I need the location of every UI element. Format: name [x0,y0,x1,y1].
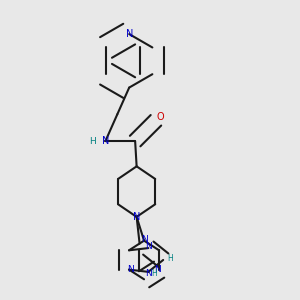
Text: N: N [141,235,147,244]
Text: N: N [146,269,152,278]
Text: N: N [102,136,109,146]
Text: H: H [89,136,95,146]
Text: O: O [157,112,164,122]
Text: H: H [168,254,173,263]
Text: N: N [146,242,152,250]
Text: N: N [127,265,134,274]
Text: N: N [125,29,133,39]
Text: H: H [151,269,157,278]
Text: N: N [154,265,161,274]
Text: N: N [133,212,140,222]
